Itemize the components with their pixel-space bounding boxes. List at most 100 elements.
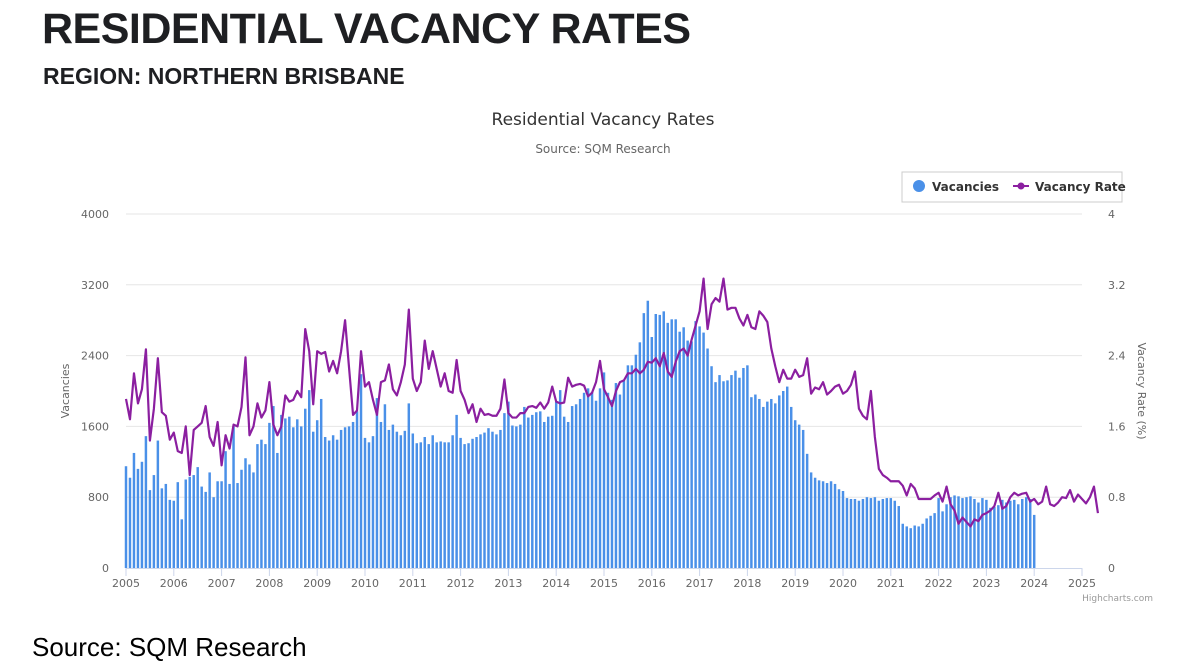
vacancies-bar[interactable] — [845, 498, 849, 568]
vacancies-bar[interactable] — [634, 354, 638, 568]
vacancies-bar[interactable] — [813, 477, 817, 568]
vacancies-bar[interactable] — [503, 413, 506, 568]
vacancies-bar[interactable] — [873, 497, 877, 568]
vacancies-bar[interactable] — [439, 441, 442, 568]
vacancies-bar[interactable] — [690, 341, 693, 568]
vacancies-bar[interactable] — [742, 367, 745, 568]
vacancies-bar[interactable] — [1017, 504, 1020, 568]
vacancies-bar[interactable] — [272, 406, 275, 568]
vacancies-bar[interactable] — [475, 437, 478, 568]
vacancies-bar[interactable] — [395, 431, 399, 568]
vacancies-bar[interactable] — [164, 483, 168, 568]
vacancies-bar[interactable] — [570, 406, 574, 568]
vacancies-bar[interactable] — [754, 394, 757, 568]
vacancies-bar[interactable] — [897, 506, 901, 568]
vacancies-bar[interactable] — [507, 401, 510, 568]
vacancies-bar[interactable] — [889, 498, 893, 568]
vacancies-bar[interactable] — [702, 332, 705, 568]
vacancies-bar[interactable] — [168, 499, 172, 568]
legend-item-vacancies[interactable]: Vacancies — [913, 180, 999, 194]
vacancies-bar[interactable] — [196, 467, 199, 568]
vacancies-bar[interactable] — [654, 314, 658, 568]
vacancies-bar[interactable] — [861, 498, 865, 568]
vacancies-bar[interactable] — [180, 519, 184, 568]
vacancies-bar[interactable] — [849, 498, 853, 568]
vacancies-bar[interactable] — [586, 388, 590, 568]
vacancies-bar[interactable] — [156, 440, 160, 568]
vacancies-bar[interactable] — [407, 403, 411, 568]
vacancies-bar[interactable] — [1028, 498, 1032, 568]
vacancies-bar[interactable] — [1013, 499, 1016, 568]
vacancies-bar[interactable] — [965, 497, 968, 568]
vacancies-bar[interactable] — [909, 528, 912, 568]
vacancies-bar[interactable] — [993, 506, 996, 568]
vacancies-bar[interactable] — [212, 497, 215, 568]
vacancies-bar[interactable] — [311, 431, 315, 568]
vacancies-bar[interactable] — [216, 481, 219, 568]
vacancies-bar[interactable] — [881, 498, 885, 568]
vacancies-bar[interactable] — [455, 414, 458, 568]
vacancies-bar[interactable] — [307, 390, 311, 568]
vacancies-bar[interactable] — [331, 435, 335, 568]
vacancies-bar[interactable] — [666, 322, 669, 568]
highcharts-credits[interactable]: Highcharts.com — [1082, 594, 1153, 604]
vacancies-bar[interactable] — [734, 370, 737, 568]
vacancies-bar[interactable] — [435, 442, 438, 568]
vacancies-bar[interactable] — [347, 426, 351, 568]
vacancies-bar[interactable] — [710, 366, 713, 568]
vacancies-bar[interactable] — [319, 398, 323, 568]
vacancies-bar[interactable] — [554, 401, 558, 568]
vacancies-bar[interactable] — [821, 481, 825, 568]
vacancies-bar[interactable] — [192, 475, 195, 568]
vacancies-bar[interactable] — [913, 525, 916, 568]
vacancies-bar[interactable] — [499, 429, 502, 568]
vacancies-bar[interactable] — [957, 496, 960, 568]
vacancies-bar[interactable] — [260, 439, 263, 568]
vacancies-bar[interactable] — [519, 424, 522, 568]
vacancies-bar[interactable] — [945, 504, 948, 568]
vacancies-bar[interactable] — [359, 374, 363, 568]
vacancies-bar[interactable] — [124, 466, 128, 568]
vacancies-bar[interactable] — [746, 365, 749, 568]
vacancies-bar[interactable] — [546, 416, 550, 568]
vacancies-bar[interactable] — [236, 483, 239, 568]
vacancies-bar[interactable] — [383, 404, 387, 568]
vacancies-bar[interactable] — [335, 439, 339, 568]
vacancies-bar[interactable] — [136, 468, 140, 568]
vacancies-bar[interactable] — [1032, 514, 1036, 568]
vacancies-bar[interactable] — [459, 437, 462, 568]
vacancies-bar[interactable] — [511, 425, 514, 568]
vacancies-bar[interactable] — [602, 372, 606, 568]
vacancies-bar[interactable] — [363, 437, 367, 568]
vacancies-bar[interactable] — [1005, 502, 1008, 568]
vacancies-bar[interactable] — [885, 498, 889, 568]
vacancies-bar[interactable] — [925, 518, 928, 568]
vacancies-bar[interactable] — [574, 404, 578, 568]
vacancies-bar[interactable] — [726, 380, 729, 568]
vacancies-bar[interactable] — [857, 500, 861, 568]
vacancies-bar[interactable] — [714, 382, 717, 568]
vacancies-bar[interactable] — [188, 476, 191, 568]
vacancies-bar[interactable] — [626, 365, 630, 568]
vacancies-bar[interactable] — [562, 416, 566, 568]
vacancies-bar[interactable] — [315, 420, 319, 568]
vacancies-bar[interactable] — [256, 444, 259, 568]
vacancies-bar[interactable] — [132, 452, 136, 568]
vacancies-bar[interactable] — [204, 491, 207, 568]
vacancies-bar[interactable] — [264, 444, 267, 568]
vacancies-bar[interactable] — [789, 406, 793, 568]
vacancies-bar[interactable] — [973, 498, 976, 568]
vacancies-bar[interactable] — [415, 443, 419, 568]
vacancies-bar[interactable] — [893, 500, 897, 568]
vacancies-bar[interactable] — [379, 421, 383, 568]
vacancies-bar[interactable] — [355, 411, 359, 568]
vacancies-bar[interactable] — [531, 414, 534, 568]
vacancies-bar[interactable] — [539, 411, 542, 568]
vacancies-bar[interactable] — [949, 497, 952, 568]
vacancies-bar[interactable] — [479, 434, 482, 568]
vacancies-bar[interactable] — [977, 502, 980, 568]
vacancies-bar[interactable] — [670, 319, 673, 568]
vacancies-bar[interactable] — [750, 397, 753, 568]
vacancies-bar[interactable] — [606, 392, 610, 568]
vacancies-bar[interactable] — [200, 486, 203, 568]
